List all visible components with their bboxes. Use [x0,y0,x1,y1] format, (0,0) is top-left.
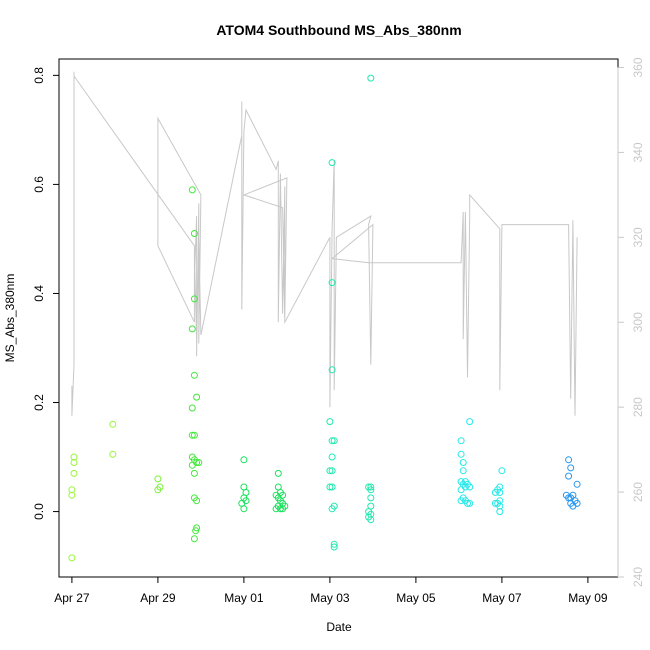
data-point [70,453,78,461]
data-point [367,483,375,491]
y-tick-label: 0.2 [32,394,46,411]
data-point [190,431,198,439]
x-axis: Apr 27 Apr 29 May 01 May 03 May 05 May 07 May … [54,576,608,605]
x-tick-label: May 01 [224,591,264,605]
data-point [109,420,117,428]
y-axis-right: 240 260 280 300 320 340 360 [617,57,645,587]
data-point [367,516,375,524]
data-point [70,469,78,477]
y2-tick-label: 340 [631,142,645,162]
data-point [240,505,248,513]
data-point [188,186,196,194]
data-point [573,480,581,488]
data-point [188,431,196,439]
data-point [498,467,506,475]
y-tick-label: 0.8 [32,67,46,84]
data-point [328,366,336,374]
data-point [190,295,198,303]
data-point [326,418,334,426]
data-point [565,456,573,464]
data-point [193,393,201,401]
data-point [328,483,336,491]
data-point [68,486,76,494]
data-point [190,535,198,543]
x-tick-label: May 07 [482,591,522,605]
data-point [68,554,76,562]
data-point [328,505,336,513]
y2-tick-label: 240 [631,567,645,587]
y2-tick-label: 360 [631,57,645,77]
data-point [464,499,471,507]
y2-tick-label: 300 [631,312,645,332]
data-point [328,467,336,475]
data-point [188,404,196,412]
data-point [330,437,338,445]
data-point [457,497,465,505]
data-point [154,475,162,483]
data-point [573,499,581,507]
data-point [279,505,287,513]
data-point [328,437,336,445]
data-point [190,371,198,379]
data-point [367,494,375,502]
data-point [276,505,284,513]
y2-tick-label: 260 [631,482,645,502]
data-point [274,469,282,477]
data-point [491,489,499,496]
data-point [457,437,465,445]
data-point [567,464,575,472]
y2-tick-label: 320 [631,227,645,247]
data-point [330,543,338,551]
data-point [328,453,336,461]
data-point [188,461,196,469]
data-point [188,325,196,333]
data-point [466,418,474,426]
x-tick-label: May 03 [310,591,350,605]
data-point [466,499,474,507]
data-point [328,159,336,167]
plot-frame [58,58,619,578]
x-tick-label: May 09 [568,591,608,605]
data-point [330,540,338,548]
x-tick-label: Apr 29 [140,591,176,605]
data-point [192,527,200,535]
chart-title: ATOM4 Southbound MS_Abs_380nm [216,22,461,38]
data-point [190,469,198,477]
data-point [326,467,334,475]
data-point [328,279,336,287]
data-point [190,230,198,237]
data-point [457,450,465,458]
data-point [365,483,373,491]
x-tick-label: Apr 27 [54,591,90,605]
data-point [459,467,467,475]
data-point [156,483,164,491]
data-point [565,472,573,480]
data-point [195,459,203,466]
y-tick-label: 0.0 [32,503,46,520]
data-point [459,459,467,466]
scatter-points-layer [68,74,581,562]
x-axis-label: Date [326,620,352,634]
data-point [367,74,375,82]
data-point [457,486,465,494]
x-tick-label: May 05 [396,591,436,605]
y-tick-label: 0.6 [32,176,46,193]
data-point [109,450,117,458]
data-point [466,483,474,491]
y2-tick-label: 280 [631,397,645,417]
y-axis-label: MS_Abs_380nm [3,274,17,363]
data-point [240,456,248,464]
y-tick-label: 0.4 [32,285,46,302]
data-point [68,491,76,499]
y-axis-left: 0.0 0.2 0.4 0.6 0.8 [32,67,60,520]
secondary-line-layer [71,71,578,416]
data-point [193,497,201,505]
data-point [326,483,334,491]
data-point [496,489,504,496]
data-point [496,508,504,516]
secondary-series-line [71,71,578,416]
